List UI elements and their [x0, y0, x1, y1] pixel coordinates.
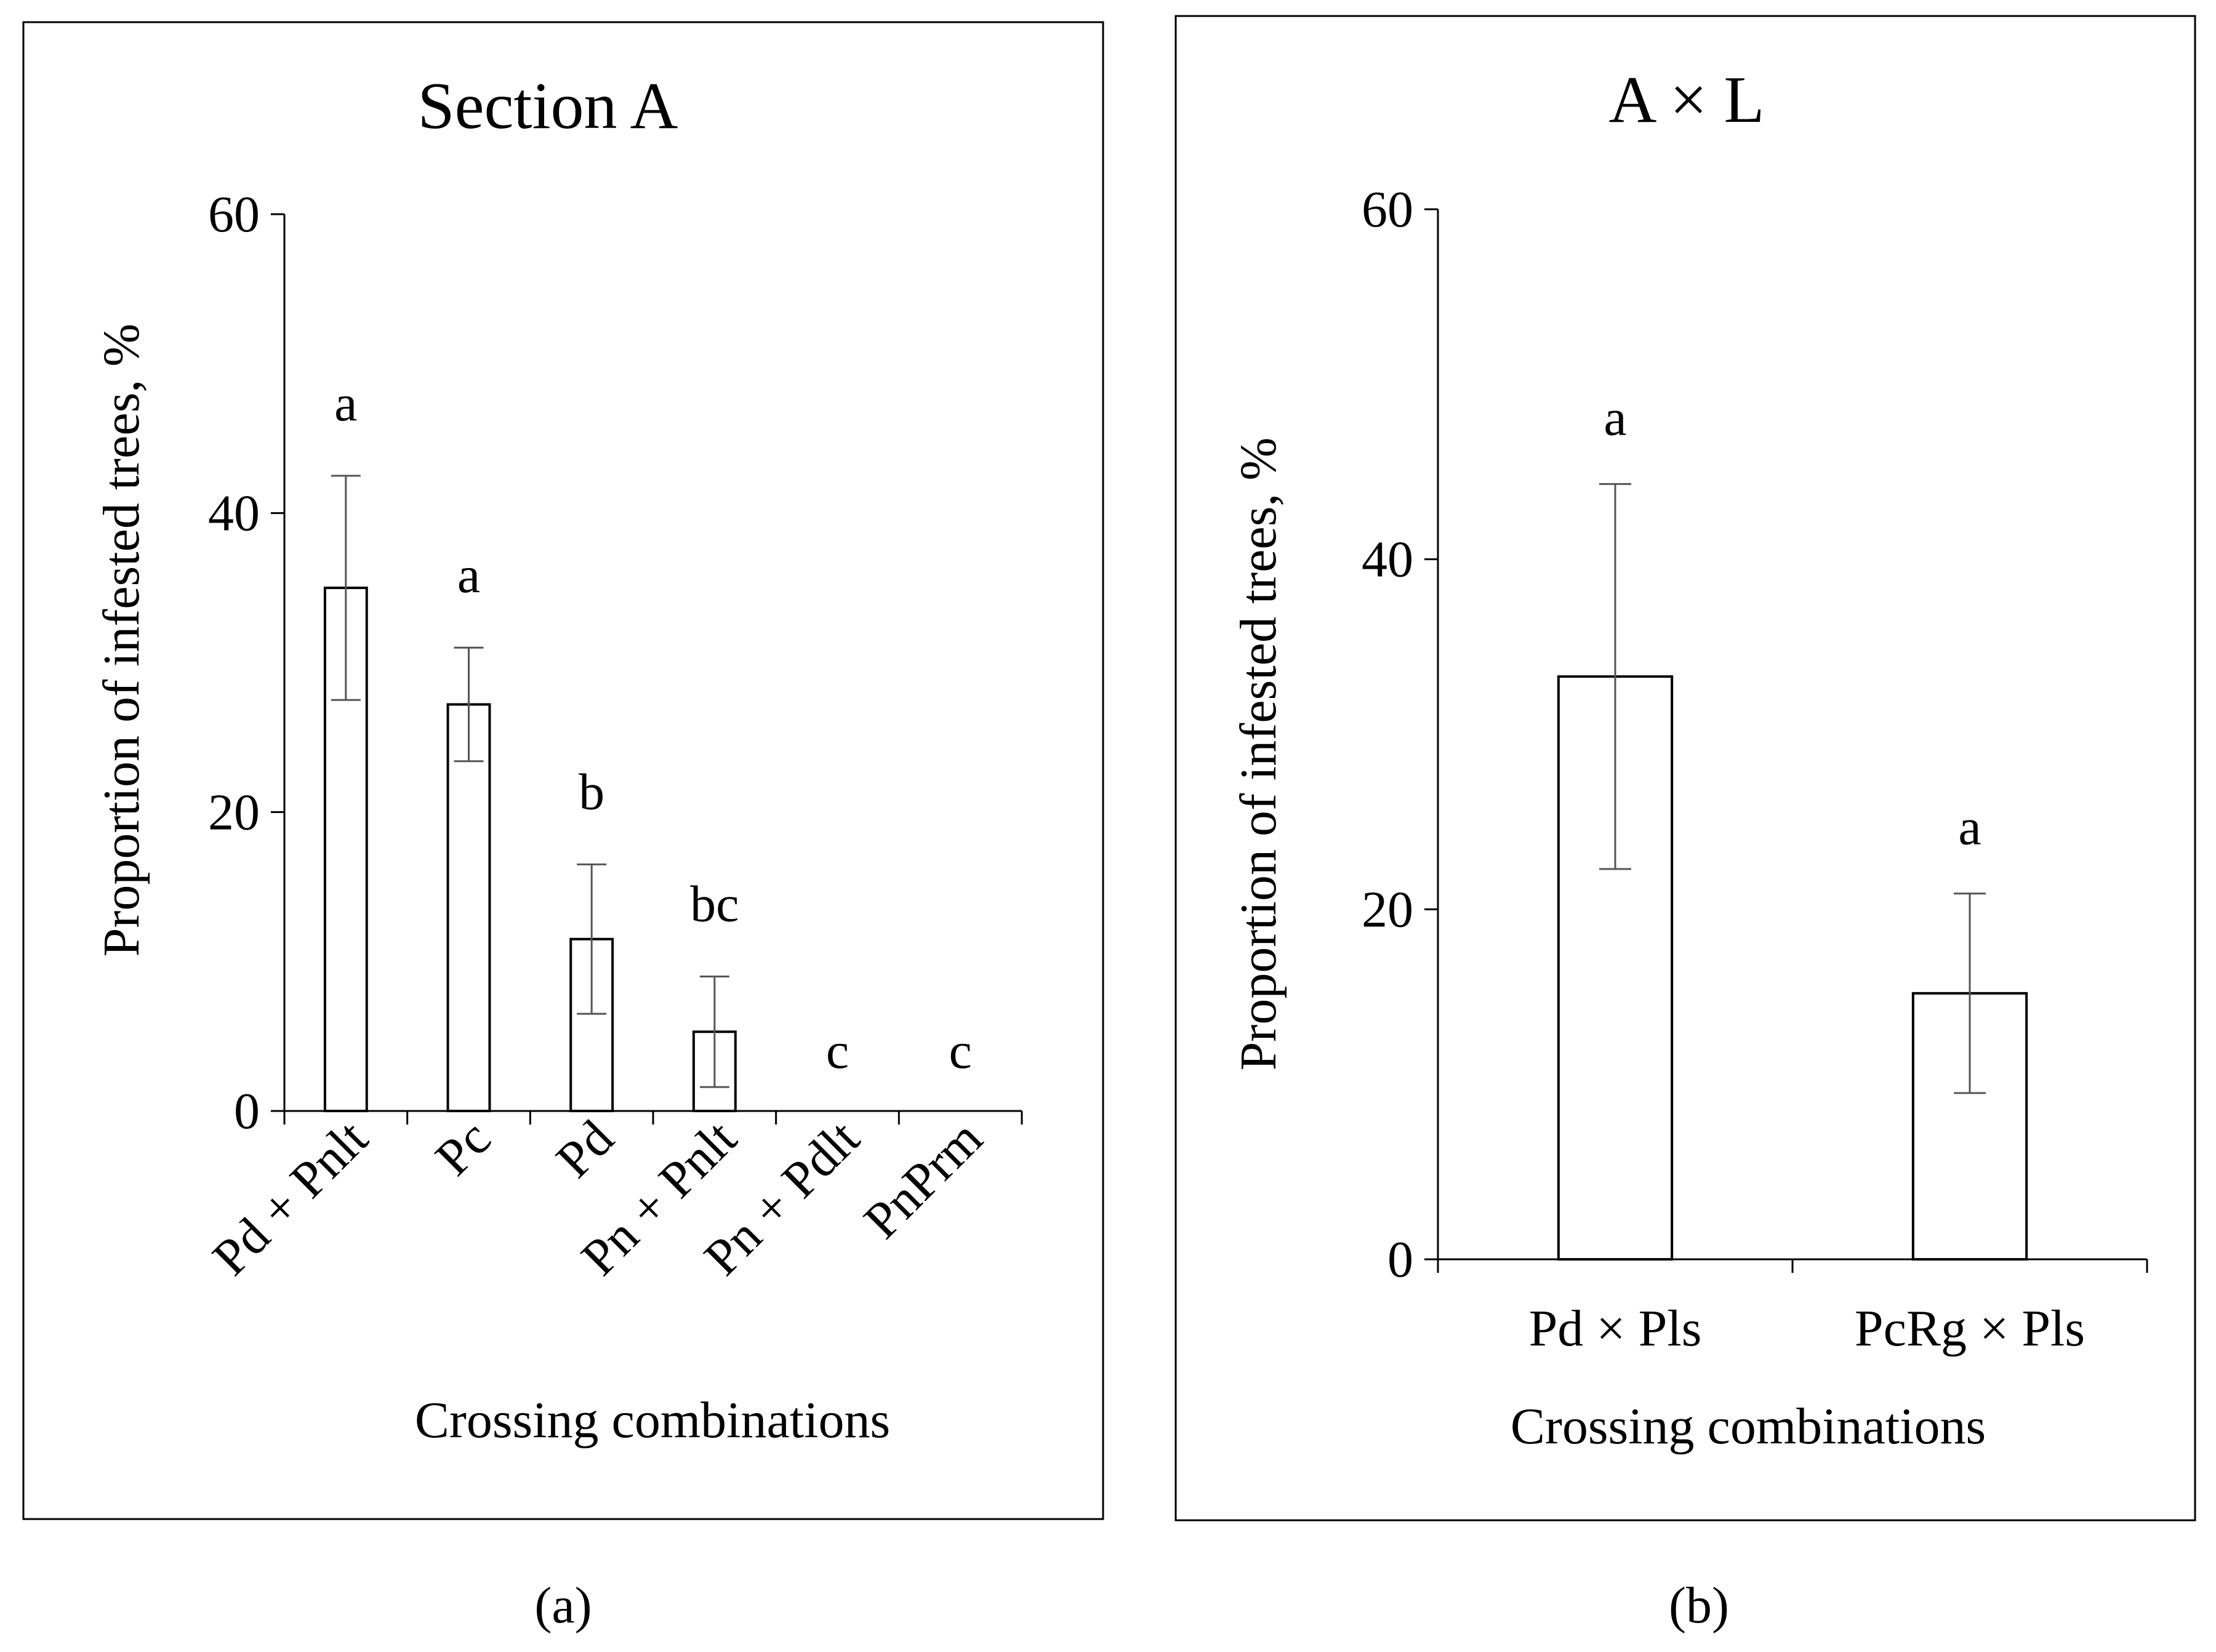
error-bar [331, 475, 361, 701]
panel-b-frame [1174, 15, 2196, 1522]
error-bar [1954, 892, 1986, 1094]
y-tick-label: 40 [208, 485, 260, 542]
panel-b-ylabel: Proportion of infested trees, % [1230, 438, 1287, 1071]
significance-letter: a [1958, 799, 1981, 856]
significance-letter: bc [690, 875, 739, 932]
panel-b-label: (b) [1669, 1577, 1729, 1634]
significance-letter: a [457, 547, 480, 604]
panel-a-xlabel: Crossing combinations [415, 1392, 890, 1449]
panel-b-xlabel: Crossing combinations [1511, 1398, 1986, 1455]
significance-letter: c [826, 1022, 849, 1080]
y-tick-label: 0 [1387, 1231, 1413, 1288]
y-tick-label: 60 [1362, 181, 1413, 238]
panel-b-bars: aa [1557, 389, 2028, 1261]
significance-letter: c [949, 1022, 972, 1080]
panel-b-title: A × L [1609, 63, 1765, 137]
panel-a: Section A Proportion of infested trees, … [22, 21, 1104, 1520]
error-bar [699, 975, 729, 1088]
error-bar [577, 863, 607, 1015]
panel-b: A × L Proportion of infested trees, % Cr… [1174, 15, 2196, 1522]
y-tick-label: 20 [1362, 881, 1413, 938]
panel-a-ylabel: Proportion of infested trees, % [93, 324, 150, 957]
y-tick-label: 60 [208, 186, 260, 243]
significance-letter: b [579, 763, 604, 820]
y-tick-label: 40 [1362, 531, 1413, 588]
significance-letter: a [1604, 389, 1626, 446]
y-tick-label: 0 [234, 1083, 260, 1140]
panel-a-label: (a) [534, 1577, 592, 1634]
y-tick-label: 20 [208, 784, 260, 841]
bar [446, 703, 491, 1112]
panel-b-axes: 0 20 40 60 Pd × Pls PcRg × Pls [1362, 181, 2148, 1357]
significance-letter: a [334, 375, 357, 432]
error-bar [454, 646, 484, 763]
x-tick-label: Pd × Pls [1529, 1300, 1702, 1357]
panel-a-title: Section A [418, 70, 678, 143]
x-tick-label: PcRg × Pls [1855, 1300, 2085, 1357]
error-bar [1599, 483, 1631, 870]
panel-a-frame [22, 21, 1104, 1520]
panel-a-bars: a a b bc c c [323, 375, 972, 1113]
